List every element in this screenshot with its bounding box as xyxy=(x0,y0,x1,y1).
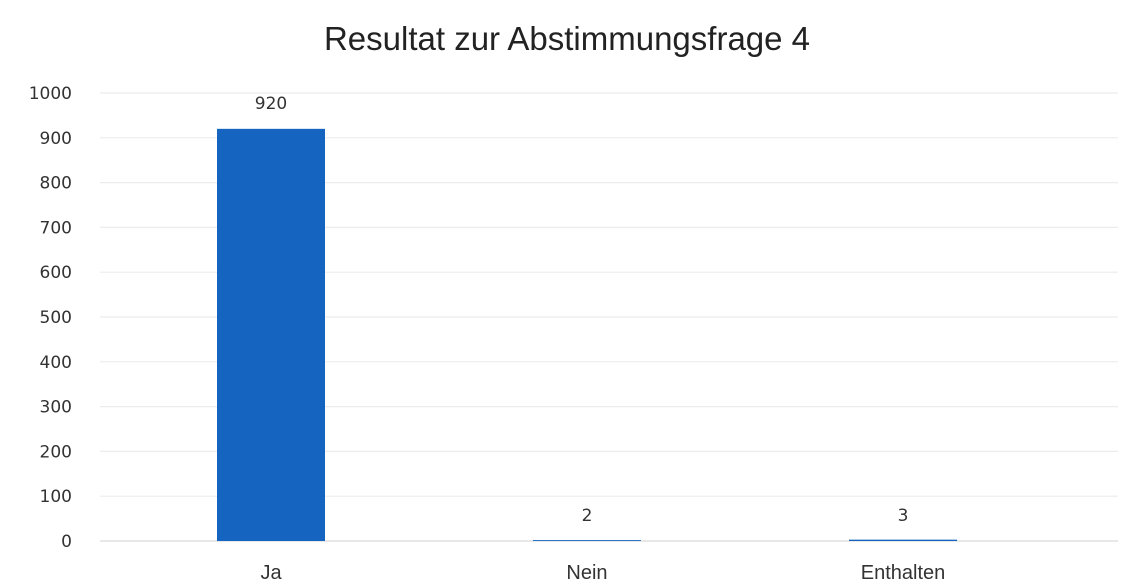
y-tick-label: 300 xyxy=(40,398,72,418)
y-axis-ticks: 0 100 200 300 400 500 600 700 800 900 1000 xyxy=(29,84,72,552)
y-tick-label: 200 xyxy=(40,442,72,462)
data-label-enthalten: 3 xyxy=(898,506,909,526)
y-tick-label: 400 xyxy=(40,353,72,373)
data-label-nein: 2 xyxy=(582,506,593,526)
bars xyxy=(217,128,957,541)
y-tick-label: 1000 xyxy=(29,84,72,104)
y-tick-label: 800 xyxy=(40,174,72,194)
bar-enthalten xyxy=(849,539,957,541)
chart-title: Resultat zur Abstimmungsfrage 4 xyxy=(323,20,811,57)
data-labels: 920 2 3 xyxy=(255,94,909,526)
y-tick-label: 0 xyxy=(61,532,72,552)
category-label-ja: Ja xyxy=(260,562,282,584)
y-tick-label: 600 xyxy=(40,263,72,283)
bar-ja xyxy=(217,128,325,541)
y-tick-label: 900 xyxy=(40,129,72,149)
x-axis-categories: Ja Nein Enthalten xyxy=(260,562,945,584)
category-label-nein: Nein xyxy=(566,562,607,584)
y-tick-label: 700 xyxy=(40,218,72,238)
category-label-enthalten: Enthalten xyxy=(861,562,946,584)
y-tick-label: 100 xyxy=(40,487,72,507)
y-tick-label: 500 xyxy=(40,308,72,328)
data-label-ja: 920 xyxy=(255,94,287,114)
bar-nein xyxy=(533,540,641,541)
